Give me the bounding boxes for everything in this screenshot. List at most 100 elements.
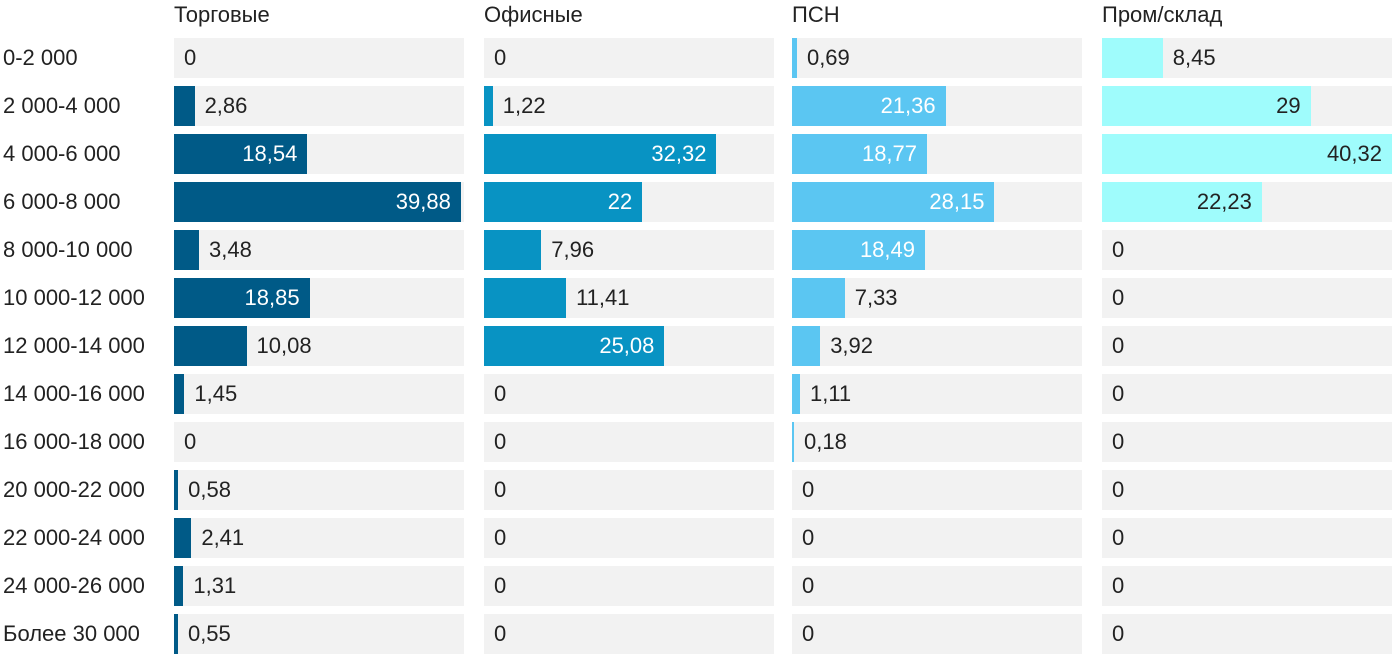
bar-track: 40,32 [1102, 134, 1392, 174]
data-label: 22 [607, 189, 633, 214]
bar [1102, 38, 1163, 78]
bar [174, 614, 178, 654]
bar-track: 25,08 [484, 326, 774, 366]
bar [174, 278, 310, 318]
data-label: 0 [802, 477, 815, 502]
data-label: 0 [494, 45, 507, 70]
data-label: 40,32 [1326, 141, 1382, 166]
bar [484, 278, 567, 318]
bar-track: 0 [484, 614, 774, 654]
data-label: 0 [1112, 429, 1125, 454]
bar-track: 0,58 [174, 470, 464, 510]
bar-track: 2,41 [174, 518, 464, 558]
bar-track: 0 [1102, 422, 1392, 462]
data-label: 0 [1112, 381, 1125, 406]
data-label: 0 [184, 45, 197, 70]
bar [1102, 134, 1392, 174]
bar [174, 134, 308, 174]
bar [174, 470, 179, 510]
bar [174, 86, 195, 126]
bar-track: 0,55 [174, 614, 464, 654]
bar-track: 39,88 [174, 182, 464, 222]
data-label: 0,58 [188, 477, 231, 502]
data-label: 1,22 [502, 93, 546, 118]
bar [484, 326, 665, 366]
data-label: 0 [802, 525, 815, 550]
bar-track: 0 [792, 566, 1082, 606]
data-label: 0 [802, 621, 815, 646]
bar-track: 3,92 [792, 326, 1082, 366]
data-label: 39,88 [395, 189, 451, 214]
bar [484, 182, 643, 222]
bar [174, 230, 200, 270]
data-label: 0 [494, 477, 507, 502]
bar [174, 374, 185, 414]
bar-track: 18,49 [792, 230, 1082, 270]
bar [792, 326, 821, 366]
data-label: 0 [494, 525, 507, 550]
category-label: 6 000-8 000 [3, 189, 121, 214]
data-label: 7,96 [551, 237, 595, 262]
data-label: 0 [494, 573, 507, 598]
bar-track: 8,45 [1102, 38, 1392, 78]
bar-track: 28,15 [792, 182, 1082, 222]
bar-track: 0 [1102, 614, 1392, 654]
bar-track: 11,41 [484, 278, 774, 318]
data-label: 0,55 [187, 621, 231, 646]
bar [792, 230, 925, 270]
series-header: ПСН [792, 2, 840, 27]
bar-track: 0 [792, 614, 1082, 654]
bar [1102, 86, 1311, 126]
bar-track: 1,45 [174, 374, 464, 414]
data-label: 0 [1112, 237, 1125, 262]
bar-track: 0,69 [792, 38, 1082, 78]
bar-track: 0 [484, 470, 774, 510]
data-label: 0 [1112, 621, 1125, 646]
category-label: 10 000-12 000 [3, 285, 145, 310]
data-label: 2,86 [204, 93, 248, 118]
bar-track: 18,85 [174, 278, 464, 318]
data-label: 11,41 [576, 285, 630, 310]
bar-track: 0 [1102, 278, 1392, 318]
bar-track: 0,18 [792, 422, 1082, 462]
series-header: Офисные [484, 2, 583, 27]
bar-track: 0 [1102, 374, 1392, 414]
bar-track: 0 [484, 38, 774, 78]
bar [792, 38, 797, 78]
category-label: 16 000-18 000 [3, 429, 145, 454]
data-label: 1,11 [809, 381, 852, 406]
bar [174, 518, 192, 558]
category-label: 12 000-14 000 [3, 333, 145, 358]
bar-track: 0 [174, 422, 464, 462]
bar-track: 29 [1102, 86, 1392, 126]
data-label: 18,85 [244, 285, 300, 310]
category-label: 0-2 000 [3, 45, 78, 70]
bar [792, 374, 800, 414]
bar [174, 326, 247, 366]
data-label: 18,49 [859, 237, 915, 262]
bar-track: 0 [484, 374, 774, 414]
bar [792, 182, 995, 222]
category-label: 8 000-10 000 [3, 237, 133, 262]
bar [792, 278, 845, 318]
bar [484, 134, 717, 174]
bar-track: 22,23 [1102, 182, 1392, 222]
data-label: 18,77 [861, 141, 918, 166]
bar-track: 0 [1102, 566, 1392, 606]
bar [792, 86, 946, 126]
bar-track: 1,31 [174, 566, 464, 606]
bar-track: 7,96 [484, 230, 774, 270]
category-label: 4 000-6 000 [3, 141, 121, 166]
data-label: 28,15 [929, 189, 985, 214]
bar-track: 21,36 [792, 86, 1082, 126]
data-label: 0 [1112, 525, 1125, 550]
category-label: Более 30 000 [3, 621, 140, 646]
bar-track: 0 [1102, 518, 1392, 558]
bar [792, 422, 794, 462]
data-label: 32,32 [651, 141, 707, 166]
bar-track: 1,22 [484, 86, 774, 126]
category-label: 2 000-4 000 [3, 93, 121, 118]
bar [174, 182, 461, 222]
data-label: 0,18 [804, 429, 847, 454]
bar [174, 566, 184, 606]
